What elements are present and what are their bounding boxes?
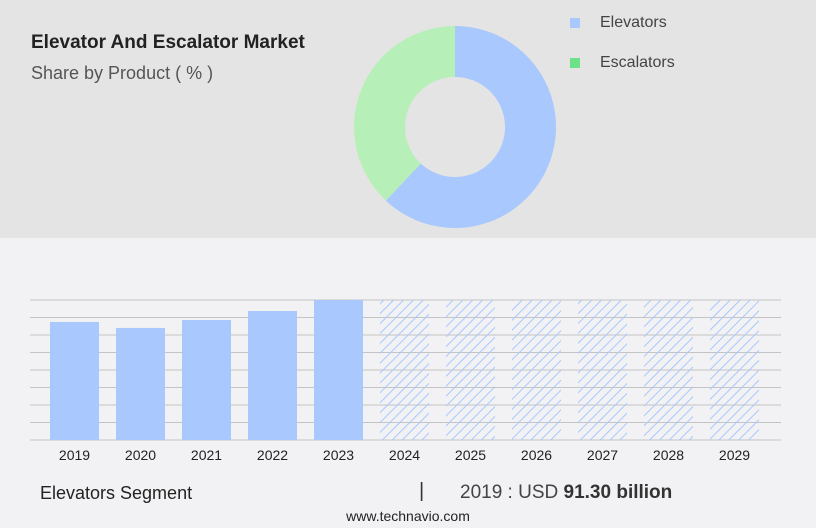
legend-label: Elevators <box>600 14 667 31</box>
legend-swatch-elevators <box>570 18 580 28</box>
legend-item-escalators: Escalators <box>570 54 675 72</box>
bar-2019 <box>50 321 99 440</box>
year-label: 2019 : USD <box>460 482 559 503</box>
bar-2022 <box>248 310 297 440</box>
value-text: 91.30 billion <box>563 482 673 503</box>
legend-label: Escalators <box>600 54 675 71</box>
forecast-bar-2024 <box>380 300 429 440</box>
legend-item-elevators: Elevators <box>570 14 667 32</box>
segment-value: 2019 : USD 91.30 billion <box>460 482 672 504</box>
x-tick-label: 2023 <box>323 447 354 463</box>
x-tick-label: 2022 <box>257 447 288 463</box>
segment-label: Elevators Segment <box>40 483 193 503</box>
chart-subtitle: Share by Product ( % ) <box>31 63 214 83</box>
donut-slice-elevators <box>385 26 557 228</box>
bar-2021 <box>182 320 231 440</box>
donut-slice-escalators <box>354 25 455 201</box>
website: www.technavio.com <box>346 508 470 524</box>
x-tick-label: 2026 <box>521 447 552 463</box>
x-tick-label: 2025 <box>455 447 486 463</box>
bar-2020 <box>116 327 165 440</box>
x-tick-label: 2024 <box>389 447 420 463</box>
forecast-bar-2025 <box>446 300 495 440</box>
x-tick-label: 2027 <box>587 447 618 463</box>
forecast-bar-2027 <box>578 300 627 440</box>
x-tick-label: 2019 <box>59 447 90 463</box>
forecast-bar-2028 <box>644 300 693 440</box>
separator: | <box>419 480 425 502</box>
x-tick-label: 2020 <box>125 447 156 463</box>
forecast-bar-2029 <box>710 300 759 440</box>
forecast-bar-2026 <box>512 300 561 440</box>
chart-title: Elevator And Escalator Market <box>31 32 305 53</box>
legend-swatch-escalators <box>570 58 580 68</box>
x-tick-label: 2029 <box>719 447 750 463</box>
bar-2023 <box>314 300 363 440</box>
x-tick-label: 2021 <box>191 447 222 463</box>
x-tick-label: 2028 <box>653 447 684 463</box>
